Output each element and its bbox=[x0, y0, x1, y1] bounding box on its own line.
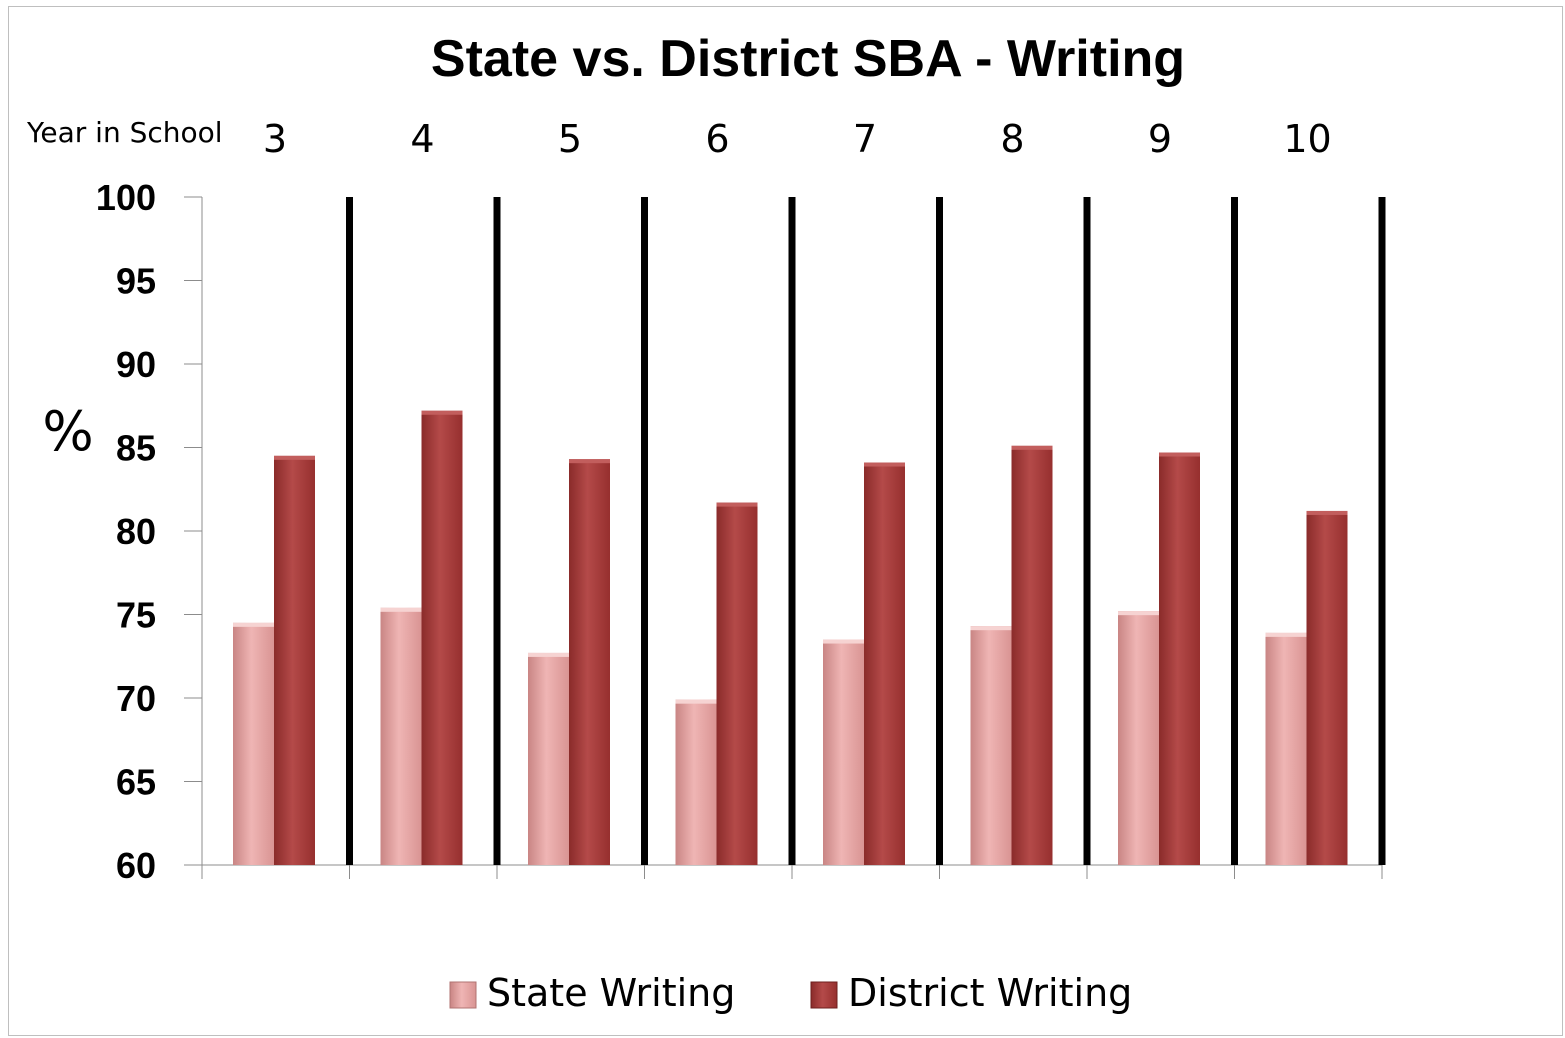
district-writing-bar bbox=[421, 410, 463, 865]
category-label: 4 bbox=[410, 117, 434, 161]
group-separator bbox=[346, 197, 353, 865]
state-writing-bar-cap bbox=[380, 607, 422, 612]
district-writing-bar-cap bbox=[1159, 452, 1200, 457]
category-label: 3 bbox=[263, 117, 287, 161]
group-separator bbox=[641, 197, 648, 865]
group-separator bbox=[1378, 197, 1386, 865]
chart-title: State vs. District SBA - Writing bbox=[431, 30, 1185, 88]
y-tick-label: 80 bbox=[116, 511, 156, 552]
district-writing-bar bbox=[716, 502, 758, 865]
category-label: 9 bbox=[1148, 117, 1172, 161]
group-separator bbox=[788, 197, 796, 865]
y-axis-label: % bbox=[42, 400, 93, 463]
category-label: 8 bbox=[1000, 117, 1024, 161]
y-tick-label: 90 bbox=[116, 344, 156, 385]
group-separator bbox=[1231, 197, 1238, 865]
state-writing-bar bbox=[380, 607, 422, 865]
category-label: 6 bbox=[705, 117, 729, 161]
state-writing-bar bbox=[233, 622, 274, 865]
district-writing-bar-cap bbox=[274, 455, 315, 460]
district-writing-bar bbox=[274, 455, 315, 865]
group-separator bbox=[936, 197, 943, 865]
district-writing-bar bbox=[1011, 445, 1053, 865]
legend-label-state: State Writing bbox=[487, 971, 735, 1015]
y-tick-label: 85 bbox=[116, 428, 156, 469]
category-label: 5 bbox=[558, 117, 582, 161]
state-writing-bar-cap bbox=[528, 652, 569, 657]
district-writing-bar-cap bbox=[569, 459, 610, 464]
district-writing-bar bbox=[1159, 452, 1200, 865]
group-separator bbox=[493, 197, 501, 865]
state-writing-bar bbox=[675, 699, 717, 865]
district-writing-bar bbox=[1306, 510, 1348, 865]
state-writing-bar-cap bbox=[675, 699, 717, 704]
district-writing-bar bbox=[569, 459, 610, 865]
y-tick-label: 100 bbox=[96, 177, 156, 218]
legend-label-district: District Writing bbox=[848, 971, 1132, 1015]
y-tick-label: 75 bbox=[116, 595, 156, 636]
legend: State Writing District Writing bbox=[449, 971, 1132, 1015]
legend-swatch-state bbox=[449, 981, 477, 1009]
state-writing-bar bbox=[823, 639, 864, 865]
state-writing-bar-cap bbox=[1118, 611, 1159, 616]
state-writing-bar-cap bbox=[1265, 632, 1307, 637]
y-tick-label: 95 bbox=[116, 261, 156, 302]
state-writing-bar-cap bbox=[823, 639, 864, 644]
district-writing-bar-cap bbox=[864, 462, 905, 467]
state-writing-bar bbox=[528, 652, 569, 865]
y-tick-label: 65 bbox=[116, 762, 156, 803]
x-axis-label: Year in School bbox=[26, 116, 223, 149]
y-tick-label: 60 bbox=[116, 845, 156, 886]
category-label: 7 bbox=[853, 117, 877, 161]
y-tick-label: 70 bbox=[116, 678, 156, 719]
district-writing-bar-cap bbox=[421, 410, 463, 415]
category-label: 10 bbox=[1283, 117, 1331, 161]
district-writing-bar-cap bbox=[1011, 445, 1053, 450]
state-writing-bar bbox=[1265, 632, 1307, 865]
state-writing-bar bbox=[1118, 611, 1159, 865]
district-writing-bar-cap bbox=[716, 502, 758, 507]
state-writing-bar-cap bbox=[233, 622, 274, 627]
district-writing-bar bbox=[864, 462, 905, 865]
district-writing-bar-cap bbox=[1306, 510, 1348, 515]
legend-swatch-district bbox=[810, 981, 838, 1009]
state-writing-bar-cap bbox=[970, 626, 1012, 631]
plot-area: 100 95 90 85 80 75 70 65 60 3 4 5 6 7 8 9 10 bbox=[96, 117, 1386, 886]
group-separator bbox=[1083, 197, 1091, 865]
state-writing-bar bbox=[970, 626, 1012, 865]
